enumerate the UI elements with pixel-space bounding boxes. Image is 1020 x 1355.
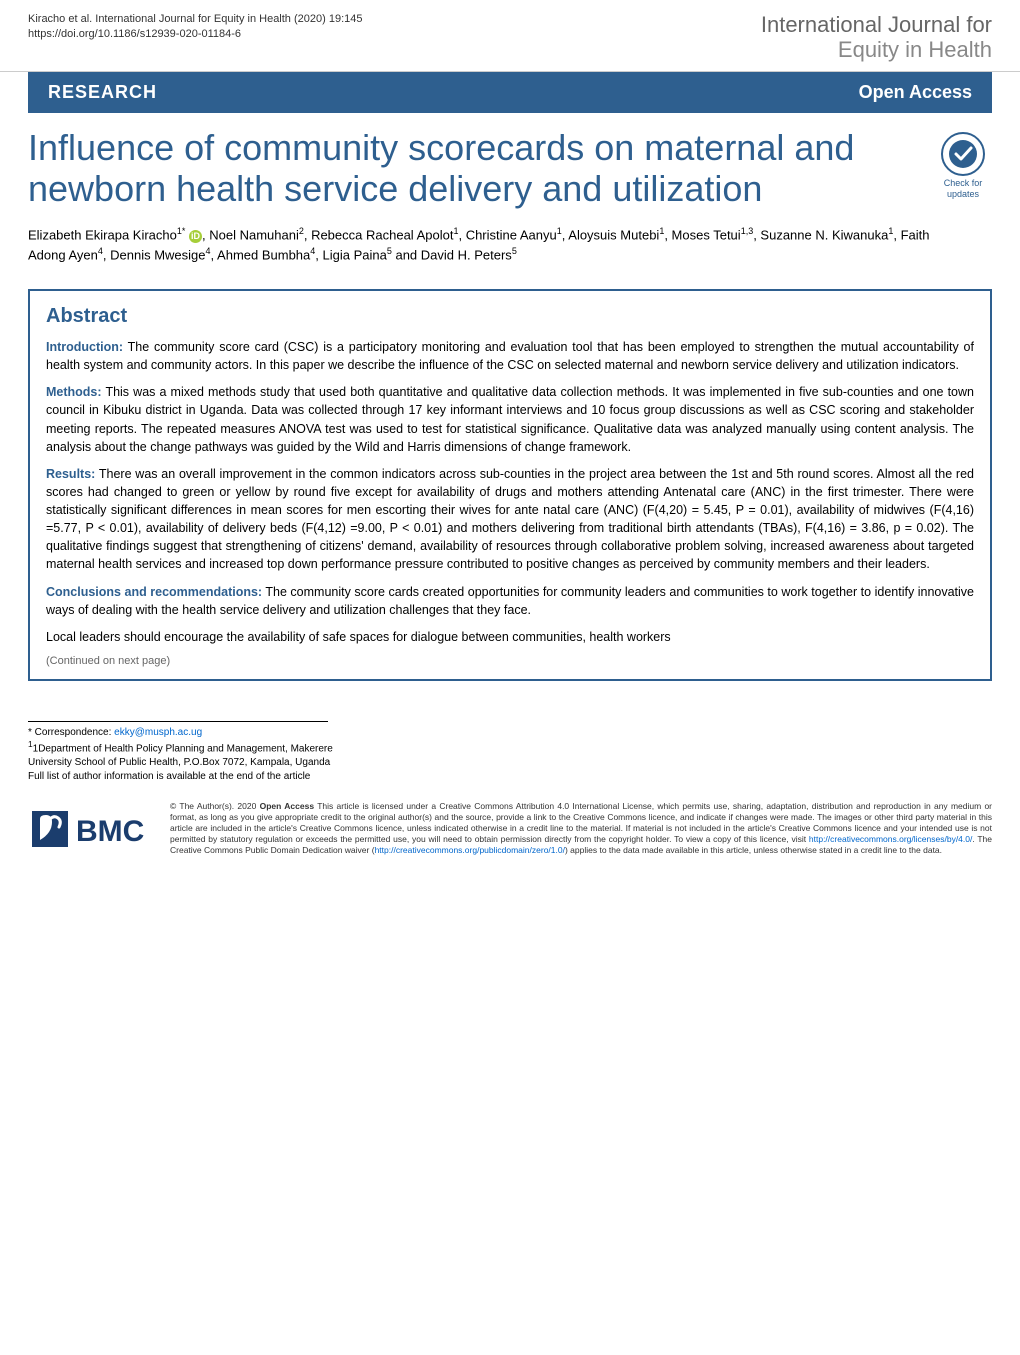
authors-list: Elizabeth Ekirapa Kiracho1* iD, Noel Nam… [28,225,958,265]
correspondence-affil: 11Department of Health Policy Planning a… [28,739,372,769]
bmc-logo-icon: BMC [28,805,156,855]
crossmark-check-badge[interactable]: Check for updates [934,131,992,201]
open-access-label: Open Access [859,82,972,103]
license-prefix: © The Author(s). 2020 [170,801,260,811]
title-block: Check for updates Influence of community… [0,127,1020,275]
results-text: There was an overall improvement in the … [46,467,974,572]
license-end: ) applies to the data made available in … [565,845,942,855]
correspondence-block: * Correspondence: ekky@musph.ac.ug 11Dep… [0,722,400,793]
abstract-methods: Methods: This was a mixed methods study … [46,383,974,456]
bmc-logo: BMC [28,801,156,859]
correspondence-label: * Correspondence: [28,727,114,738]
crossmark-label-1: Check for [934,179,992,189]
header-citation-block: Kiracho et al. International Journal for… [28,12,362,43]
journal-line2: Equity in Health [761,37,992,62]
page-header: Kiracho et al. International Journal for… [0,0,1020,72]
continued-note: (Continued on next page) [46,655,974,667]
citation-line: Kiracho et al. International Journal for… [28,12,362,27]
abstract-conclusions: Conclusions and recommendations: The com… [46,583,974,619]
affil-text: 1Department of Health Policy Planning an… [28,744,333,769]
abstract-results: Results: There was an overall improvemen… [46,465,974,574]
abstract-conclusions-2: Local leaders should encourage the avail… [46,628,974,646]
orcid-icon: iD [189,230,202,243]
intro-label: Introduction: [46,340,123,354]
correspondence-affil-note: Full list of author information is avail… [28,770,372,784]
abstract-box: Abstract Introduction: The community sco… [28,289,992,681]
abstract-introduction: Introduction: The community score card (… [46,338,974,374]
license-footer: BMC © The Author(s). 2020 Open Access Th… [28,801,992,859]
intro-text: The community score card (CSC) is a part… [46,340,974,372]
crossmark-icon [940,131,986,177]
article-type-bar: RESEARCH Open Access [28,72,992,113]
license-link-pd[interactable]: http://creativecommons.org/publicdomain/… [375,845,565,855]
license-link-cc[interactable]: http://creativecommons.org/licenses/by/4… [809,834,972,844]
journal-line1: International Journal for [761,12,992,37]
article-title: Influence of community scorecards on mat… [28,127,888,210]
journal-name: International Journal for Equity in Heal… [761,12,992,63]
doi-line: https://doi.org/10.1186/s12939-020-01184… [28,27,362,42]
conclusions-label: Conclusions and recommendations: [46,585,262,599]
crossmark-label-2: updates [934,190,992,200]
results-label: Results: [46,467,95,481]
license-text: © The Author(s). 2020 Open Access This a… [170,801,992,856]
abstract-heading: Abstract [46,305,974,328]
article-type-label: RESEARCH [48,82,157,103]
methods-text: This was a mixed methods study that used… [46,385,974,453]
methods-label: Methods: [46,385,102,399]
correspondence-line: * Correspondence: ekky@musph.ac.ug [28,726,372,740]
correspondence-email-link[interactable]: ekky@musph.ac.ug [114,727,202,738]
svg-text:BMC: BMC [76,815,144,848]
license-open-access: Open Access [260,801,314,811]
